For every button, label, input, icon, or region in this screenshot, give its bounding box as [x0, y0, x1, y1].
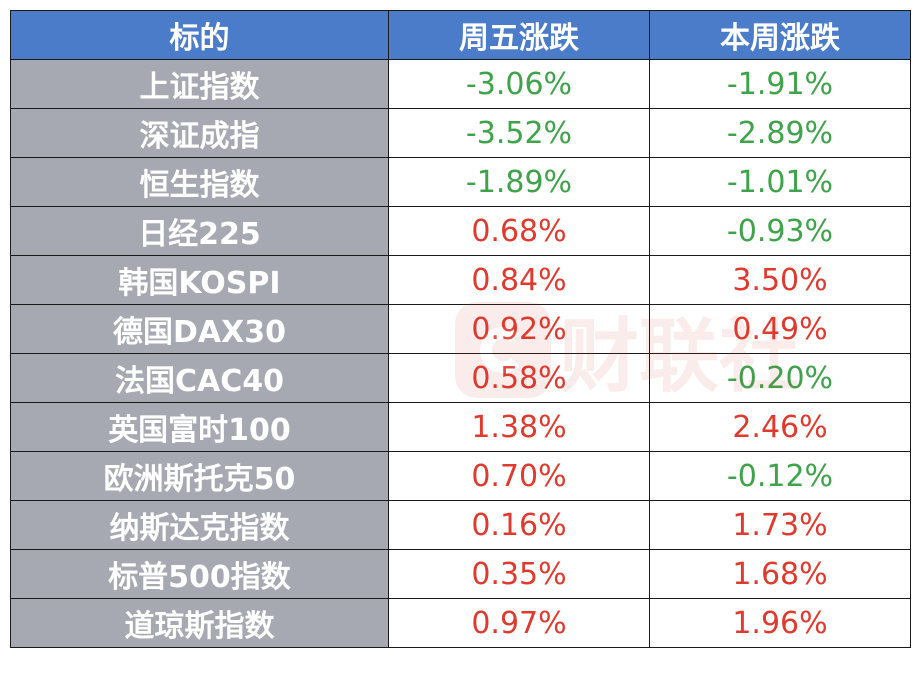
table-row: 欧洲斯托克50 0.70% -0.12% — [10, 451, 911, 501]
week-change: 1.73% — [649, 500, 911, 550]
header-friday-change: 周五涨跌 — [388, 10, 650, 60]
table-row: 道琼斯指数 0.97% 1.96% — [10, 598, 911, 648]
week-change: -1.01% — [649, 157, 911, 207]
table-row: 日经225 0.68% -0.93% — [10, 206, 911, 256]
friday-change: 0.35% — [388, 549, 650, 599]
friday-change: -3.52% — [388, 108, 650, 158]
table-row: 恒生指数 -1.89% -1.01% — [10, 157, 911, 207]
friday-change: 0.92% — [388, 304, 650, 354]
table-row: 上证指数 -3.06% -1.91% — [10, 59, 911, 109]
index-name: 道琼斯指数 — [10, 598, 389, 648]
index-name: 英国富时100 — [10, 402, 389, 452]
index-name: 韩国KOSPI — [10, 255, 389, 305]
friday-change: 1.38% — [388, 402, 650, 452]
index-name: 标普500指数 — [10, 549, 389, 599]
index-name: 法国CAC40 — [10, 353, 389, 403]
week-change: -1.91% — [649, 59, 911, 109]
table-row: 标普500指数 0.35% 1.68% — [10, 549, 911, 599]
friday-change: 0.97% — [388, 598, 650, 648]
friday-change: -1.89% — [388, 157, 650, 207]
table-row: 英国富时100 1.38% 2.46% — [10, 402, 911, 452]
index-name: 纳斯达克指数 — [10, 500, 389, 550]
friday-change: 0.16% — [388, 500, 650, 550]
table-row: 纳斯达克指数 0.16% 1.73% — [10, 500, 911, 550]
index-name: 欧洲斯托克50 — [10, 451, 389, 501]
week-change: 1.68% — [649, 549, 911, 599]
week-change: -2.89% — [649, 108, 911, 158]
week-change: 0.49% — [649, 304, 911, 354]
index-name: 深证成指 — [10, 108, 389, 158]
market-change-table: 标的 周五涨跌 本周涨跌 上证指数 -3.06% -1.91% 深证成指 -3.… — [10, 10, 911, 648]
week-change: 3.50% — [649, 255, 911, 305]
header-index-name: 标的 — [10, 10, 389, 60]
index-name: 恒生指数 — [10, 157, 389, 207]
friday-change: 0.70% — [388, 451, 650, 501]
week-change: -0.93% — [649, 206, 911, 256]
header-row: 标的 周五涨跌 本周涨跌 — [10, 10, 911, 60]
friday-change: 0.58% — [388, 353, 650, 403]
week-change: -0.12% — [649, 451, 911, 501]
table-row: 法国CAC40 0.58% -0.20% — [10, 353, 911, 403]
table-row: 德国DAX30 0.92% 0.49% — [10, 304, 911, 354]
index-name: 日经225 — [10, 206, 389, 256]
friday-change: 0.84% — [388, 255, 650, 305]
friday-change: 0.68% — [388, 206, 650, 256]
friday-change: -3.06% — [388, 59, 650, 109]
index-name: 上证指数 — [10, 59, 389, 109]
table-row: 韩国KOSPI 0.84% 3.50% — [10, 255, 911, 305]
header-week-change: 本周涨跌 — [649, 10, 911, 60]
week-change: -0.20% — [649, 353, 911, 403]
index-name: 德国DAX30 — [10, 304, 389, 354]
week-change: 1.96% — [649, 598, 911, 648]
week-change: 2.46% — [649, 402, 911, 452]
table-row: 深证成指 -3.52% -2.89% — [10, 108, 911, 158]
